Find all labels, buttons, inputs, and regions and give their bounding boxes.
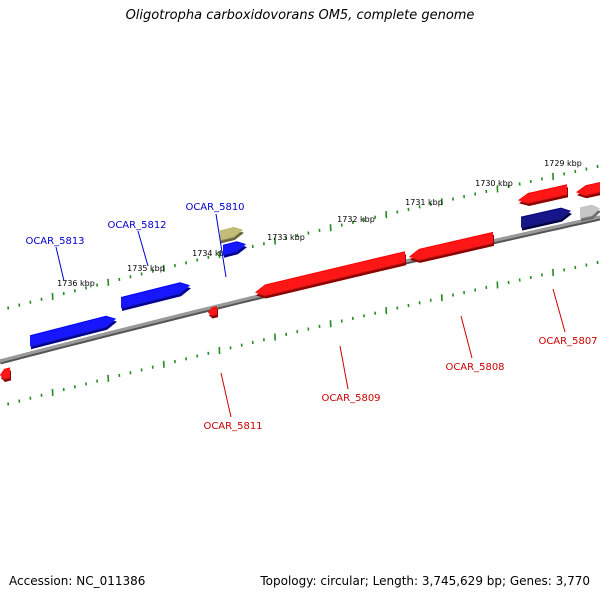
gene-left-red-partial — [0, 367, 11, 382]
gene-arrow-highlight — [580, 205, 600, 220]
label-leader-line — [215, 213, 227, 278]
scale-tick-label: 1736 kbp — [57, 279, 95, 288]
gene-label: OCAR_5809 — [321, 393, 380, 404]
gene-label: OCAR_5810 — [185, 202, 244, 213]
gene-label-leaders — [55, 213, 566, 418]
gene-arrow-body — [223, 241, 246, 255]
gene-ocar-5813 — [30, 315, 117, 350]
gene-right-red-2 — [576, 182, 600, 199]
gene-arrow-body — [518, 184, 567, 203]
label-leader-line — [460, 315, 473, 359]
feature-misc — [220, 227, 244, 244]
gene-features — [0, 182, 600, 382]
gene-ocar-5808 — [409, 231, 494, 263]
gene-arrow-highlight — [521, 208, 571, 229]
scale-tick-label: 1733 kbp — [267, 233, 305, 242]
gene-arrow-body — [576, 182, 600, 196]
scale-tick-label: 1731 kbp — [405, 198, 443, 207]
label-leader-line — [220, 372, 232, 418]
gene-arrow-highlight — [518, 185, 567, 204]
gene-arrow-highlight — [576, 183, 600, 197]
gene-arrow-body — [121, 282, 190, 308]
label-leader-line — [552, 288, 566, 333]
gene-arrow-body — [409, 231, 493, 260]
scale-tick-labels: 1736 kbp 1735 kbp 1734 kbp 1733 kbp 1732 kbp… — [57, 159, 582, 288]
accession-text: Accession: NC_011386 — [9, 574, 146, 588]
gene-label: OCAR_5811 — [203, 421, 262, 432]
gene-arrow-highlight — [220, 228, 243, 242]
gene-label: OCAR_5807 — [538, 336, 597, 347]
gene-arrow-highlight — [223, 242, 246, 256]
gene-arrow-body — [580, 204, 600, 219]
gene-label: OCAR_5812 — [107, 220, 166, 231]
gene-arrow-body — [255, 251, 405, 296]
genome-summary-text: Topology: circular; Length: 3,745,629 bp… — [260, 574, 590, 588]
gene-arrow-highlight — [0, 368, 10, 380]
gene-ocar-5807-block — [521, 207, 572, 231]
gene-arrow-body — [30, 315, 116, 347]
label-leader-line — [339, 345, 349, 390]
gene-right-red-1 — [518, 184, 568, 206]
genome-title: Oligotropha carboxidovorans OM5, complet… — [125, 8, 475, 23]
gene-ocar-5810 — [223, 241, 247, 258]
scale-tick-label: 1734 kbp — [192, 249, 230, 258]
gene-ocar-5812 — [121, 282, 191, 311]
gene-arrow-body — [208, 306, 217, 316]
scale-tick-label: 1735 kbp — [127, 264, 165, 273]
lower-scale-ticks — [7, 261, 599, 406]
gene-arrow-body — [521, 207, 571, 228]
gene-arrow-highlight — [409, 232, 493, 261]
scale-tick-label: 1730 kbp — [475, 179, 513, 188]
gene-ocar-5811 — [208, 306, 218, 319]
gene-arrow-body — [220, 227, 243, 241]
label-leader-line — [137, 230, 149, 267]
gene-ocar-5809 — [255, 251, 406, 299]
gene-arrow-body — [0, 367, 10, 379]
gene-arrow-highlight — [255, 252, 405, 297]
gene-arrow-highlight — [208, 307, 217, 317]
gene-grey-partial — [580, 204, 600, 222]
gene-arrow-highlight — [121, 283, 190, 309]
gene-label: OCAR_5813 — [25, 236, 84, 247]
scale-tick-label: 1732 kbp — [337, 215, 375, 224]
gene-label: OCAR_5808 — [445, 362, 504, 373]
label-leader-line — [55, 246, 65, 282]
gene-labels: OCAR_5813 OCAR_5812 OCAR_5810 OCAR_5811 OCAR… — [25, 202, 597, 432]
gene-arrow-highlight — [30, 316, 116, 348]
scale-tick-label: 1729 kbp — [544, 159, 582, 168]
